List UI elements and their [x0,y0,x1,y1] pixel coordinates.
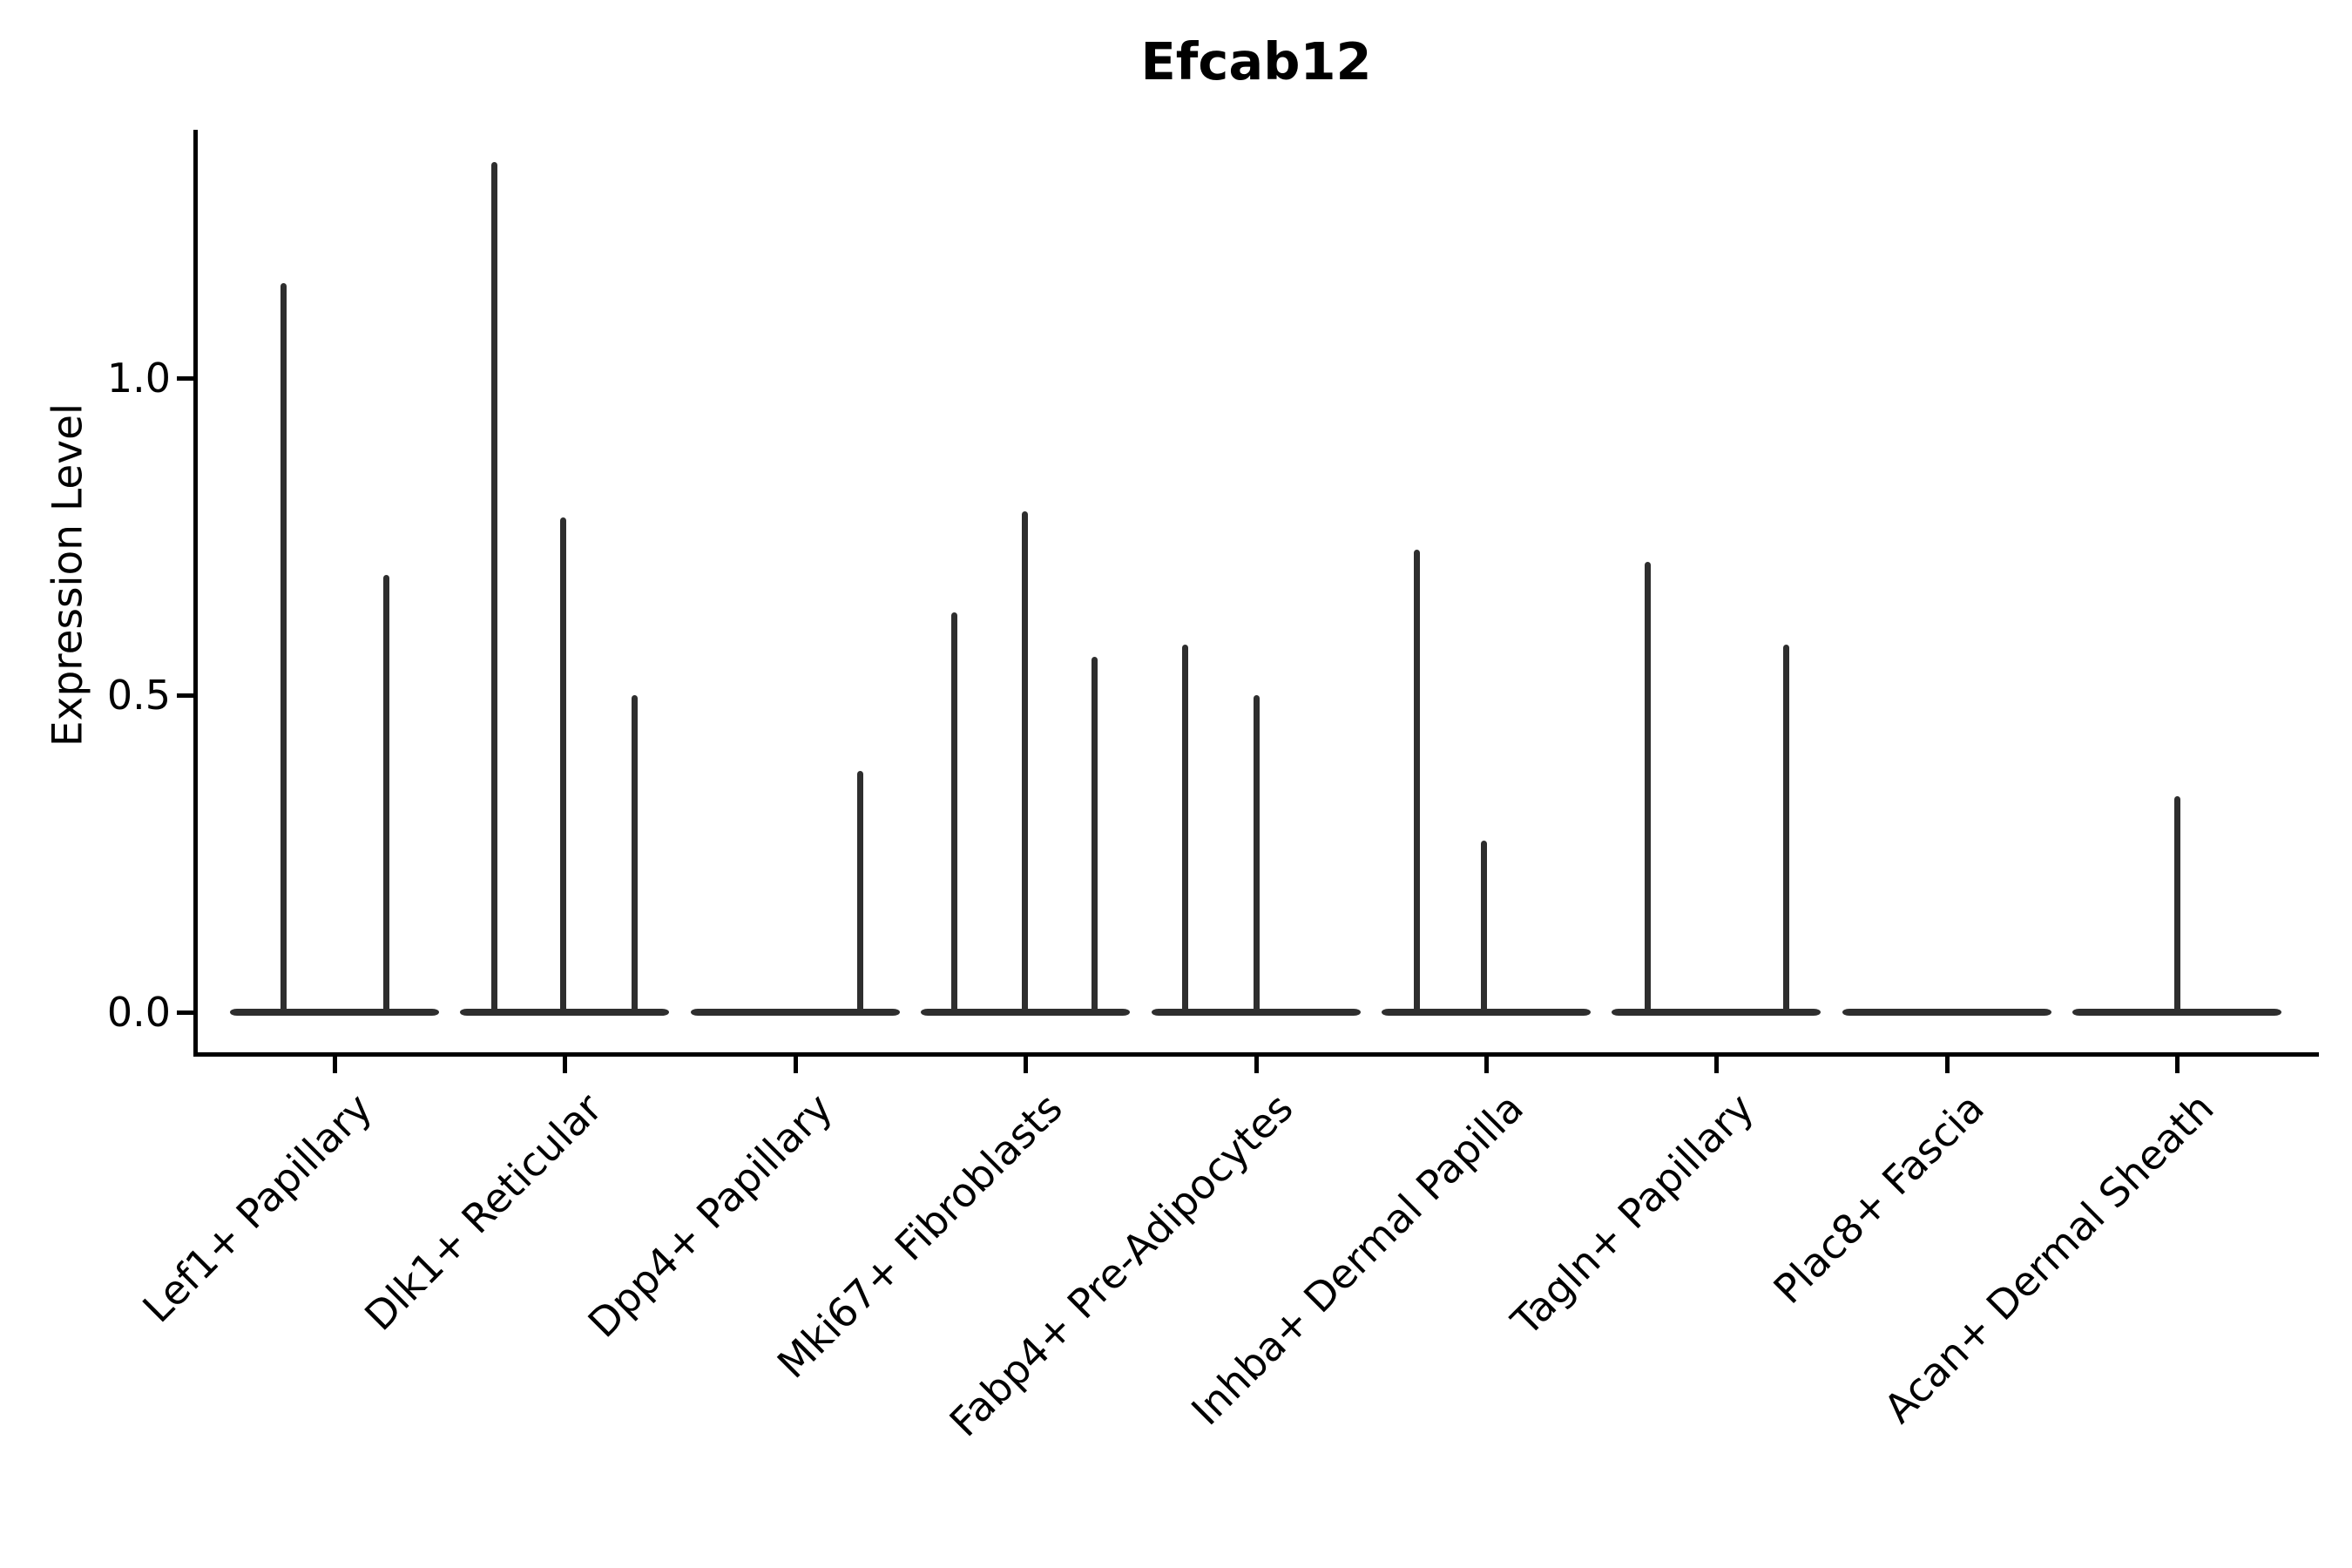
violin-spike [950,612,957,1012]
x-tick-label: Dpp4+ Papillary [578,1084,841,1347]
x-tick [2175,1057,2180,1073]
y-axis-spine [193,130,198,1057]
x-tick [563,1057,568,1073]
violin-spike [1413,549,1420,1012]
x-tick [1484,1057,1489,1073]
violin-spike [490,162,497,1012]
violin-spike [1021,510,1028,1012]
violin-spike [559,517,566,1012]
x-tick [1714,1057,1720,1073]
x-tick [333,1057,337,1073]
violin-baseline [1382,1009,1591,1016]
y-tick [177,376,193,381]
x-tick-label: Tagln+ Papillary [1502,1084,1763,1345]
y-tick [177,693,193,698]
violin-spike [1182,644,1189,1012]
violin-spike [1254,695,1260,1012]
y-tick-label: 1.0 [106,355,171,402]
x-tick-label: Lef1+ Papillary [132,1084,381,1332]
violin-spike [857,771,864,1012]
violin-baseline [1612,1009,1821,1016]
violin-spike [382,574,389,1012]
violin-baseline [1842,1009,2051,1016]
violin-baseline [690,1009,900,1016]
x-tick [1024,1057,1029,1073]
x-axis-spine [193,1052,2319,1057]
chart-title: Efcab12 [1140,31,1372,91]
violin-spike [1480,841,1487,1012]
x-tick-label: Plac8+ Fascia [1764,1084,1993,1313]
violin-baseline [2072,1009,2282,1016]
violin-spike [280,282,287,1012]
violin-baseline [1151,1009,1361,1016]
violin-baseline [460,1009,670,1016]
x-tick [793,1057,798,1073]
y-tick [177,1010,193,1015]
violin-baseline [230,1009,439,1016]
x-tick-label: Dlk1+ Reticular [355,1084,612,1340]
violin-spike [631,695,638,1012]
violin-spike [1644,562,1651,1012]
x-tick [1254,1057,1259,1073]
violin-spike [1782,644,1789,1012]
y-tick-label: 0.0 [106,989,171,1036]
x-tick [1944,1057,1950,1073]
violin-spike [2173,796,2180,1012]
y-tick-label: 0.5 [106,672,171,719]
violin-spike [1091,657,1098,1012]
violin-baseline [921,1009,1131,1016]
